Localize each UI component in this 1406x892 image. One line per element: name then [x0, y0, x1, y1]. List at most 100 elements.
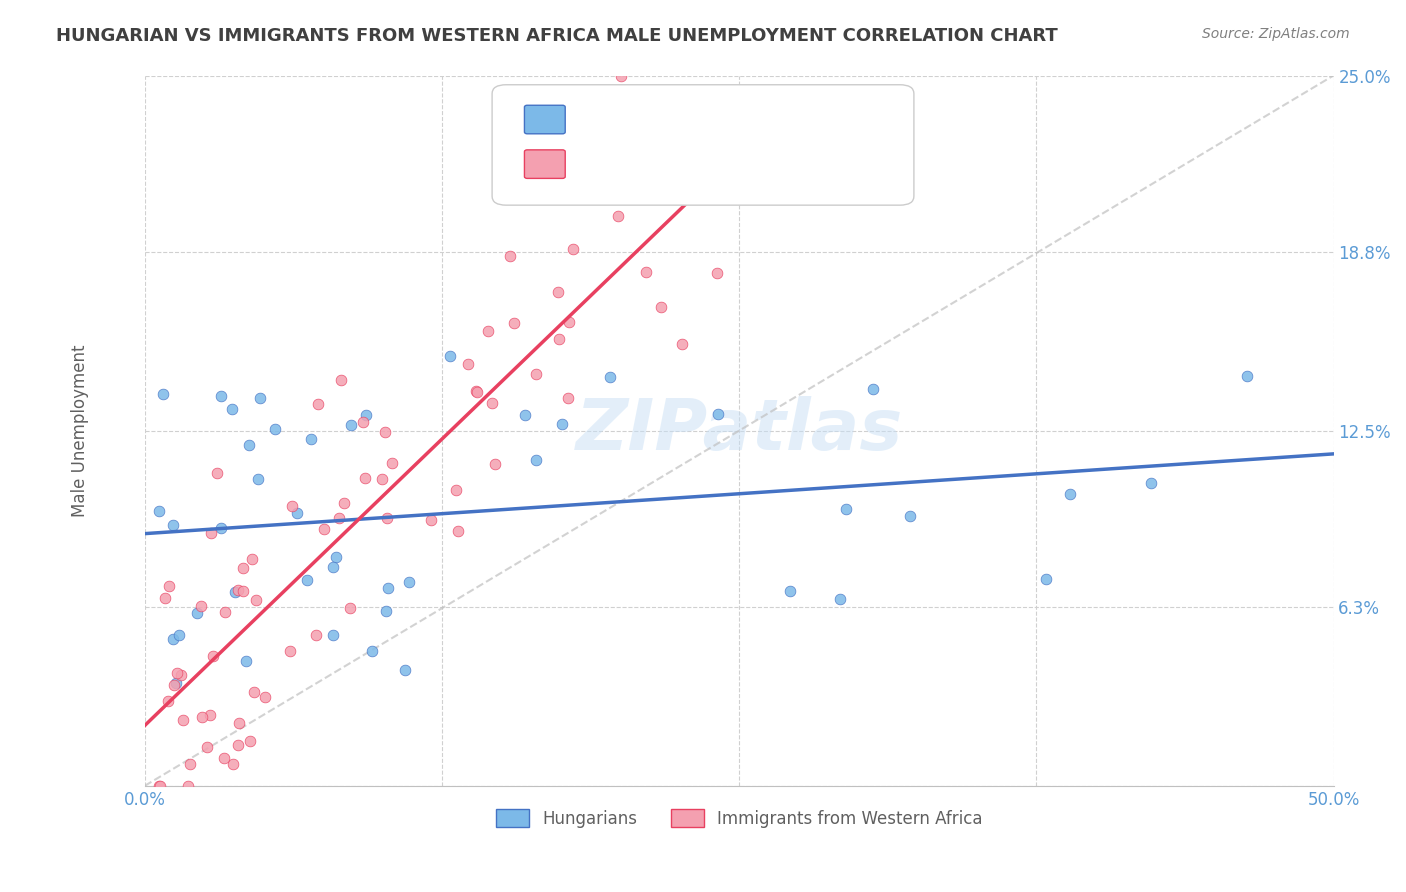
Point	[163, 678, 186, 692]
Point	[354, 471, 377, 485]
Point	[447, 524, 470, 538]
Point	[707, 407, 730, 421]
Point	[159, 579, 181, 593]
Point	[200, 526, 222, 541]
Point	[339, 417, 361, 432]
Point	[361, 644, 384, 658]
Point	[285, 506, 308, 520]
Point	[636, 265, 658, 279]
Point	[152, 386, 174, 401]
Point	[176, 779, 198, 793]
Text: HUNGARIAN VS IMMIGRANTS FROM WESTERN AFRICA MALE UNEMPLOYMENT CORRELATION CHART: HUNGARIAN VS IMMIGRANTS FROM WESTERN AFR…	[56, 27, 1057, 45]
Point	[228, 716, 250, 731]
Point	[356, 408, 378, 422]
Legend: Hungarians, Immigrants from Western Africa: Hungarians, Immigrants from Western Afri…	[489, 803, 990, 834]
Point	[561, 242, 583, 256]
Point	[299, 432, 322, 446]
Point	[240, 552, 263, 566]
Point	[148, 779, 170, 793]
Point	[172, 713, 194, 727]
Point	[898, 509, 921, 524]
Point	[162, 632, 184, 647]
Point	[1035, 572, 1057, 586]
Point	[862, 382, 884, 396]
Point	[599, 369, 621, 384]
Point	[650, 301, 672, 315]
Point	[477, 324, 499, 338]
Point	[148, 504, 170, 518]
Point	[548, 332, 571, 346]
Text: R = 0.629: R = 0.629	[569, 152, 661, 169]
Point	[249, 391, 271, 405]
Point	[381, 456, 404, 470]
Point	[339, 601, 361, 615]
Point	[190, 599, 212, 614]
Point	[481, 396, 503, 410]
Point	[312, 522, 335, 536]
Point	[375, 511, 398, 525]
Point	[398, 575, 420, 590]
Point	[333, 496, 356, 510]
Point	[235, 654, 257, 668]
Point	[551, 417, 574, 432]
Point	[214, 605, 236, 619]
Point	[238, 438, 260, 452]
Point	[191, 710, 214, 724]
Point	[374, 604, 396, 618]
Point	[226, 738, 249, 752]
Point	[226, 582, 249, 597]
Point	[828, 591, 851, 606]
Point	[377, 581, 399, 595]
Point	[195, 739, 218, 754]
Point	[179, 756, 201, 771]
Point	[465, 384, 488, 399]
Point	[239, 734, 262, 748]
Point	[547, 285, 569, 300]
Point	[499, 249, 522, 263]
Point	[325, 549, 347, 564]
Point	[329, 373, 352, 387]
Point	[322, 628, 344, 642]
Point	[305, 628, 328, 642]
Point	[297, 573, 319, 587]
Point	[444, 483, 467, 497]
Point	[439, 349, 461, 363]
Point	[281, 499, 304, 513]
Point	[464, 384, 486, 398]
Point	[186, 607, 208, 621]
Point	[245, 593, 267, 607]
Point	[221, 402, 243, 417]
Point	[524, 367, 547, 381]
Point	[222, 757, 245, 772]
Point	[162, 518, 184, 533]
Point	[557, 391, 579, 405]
Point	[149, 779, 172, 793]
Point	[419, 513, 441, 527]
Point	[166, 666, 188, 681]
Point	[224, 585, 246, 599]
Point	[232, 561, 254, 575]
Point	[513, 408, 536, 422]
Point	[394, 663, 416, 677]
Point	[1236, 368, 1258, 383]
Point	[558, 315, 581, 329]
Point	[779, 584, 801, 599]
Point	[198, 708, 221, 723]
Point	[165, 675, 187, 690]
Point	[606, 209, 628, 223]
Point	[232, 583, 254, 598]
Point	[1140, 475, 1163, 490]
Point	[322, 560, 344, 574]
Point	[484, 457, 506, 471]
Text: N = 44: N = 44	[689, 107, 751, 125]
Point	[263, 422, 285, 436]
Point	[706, 266, 728, 280]
Point	[209, 389, 232, 403]
Point	[157, 694, 180, 708]
Point	[457, 357, 479, 371]
Point	[724, 117, 747, 131]
Text: R = 0.262: R = 0.262	[569, 107, 661, 125]
Point	[328, 511, 350, 525]
Point	[214, 751, 236, 765]
Point	[1059, 487, 1081, 501]
